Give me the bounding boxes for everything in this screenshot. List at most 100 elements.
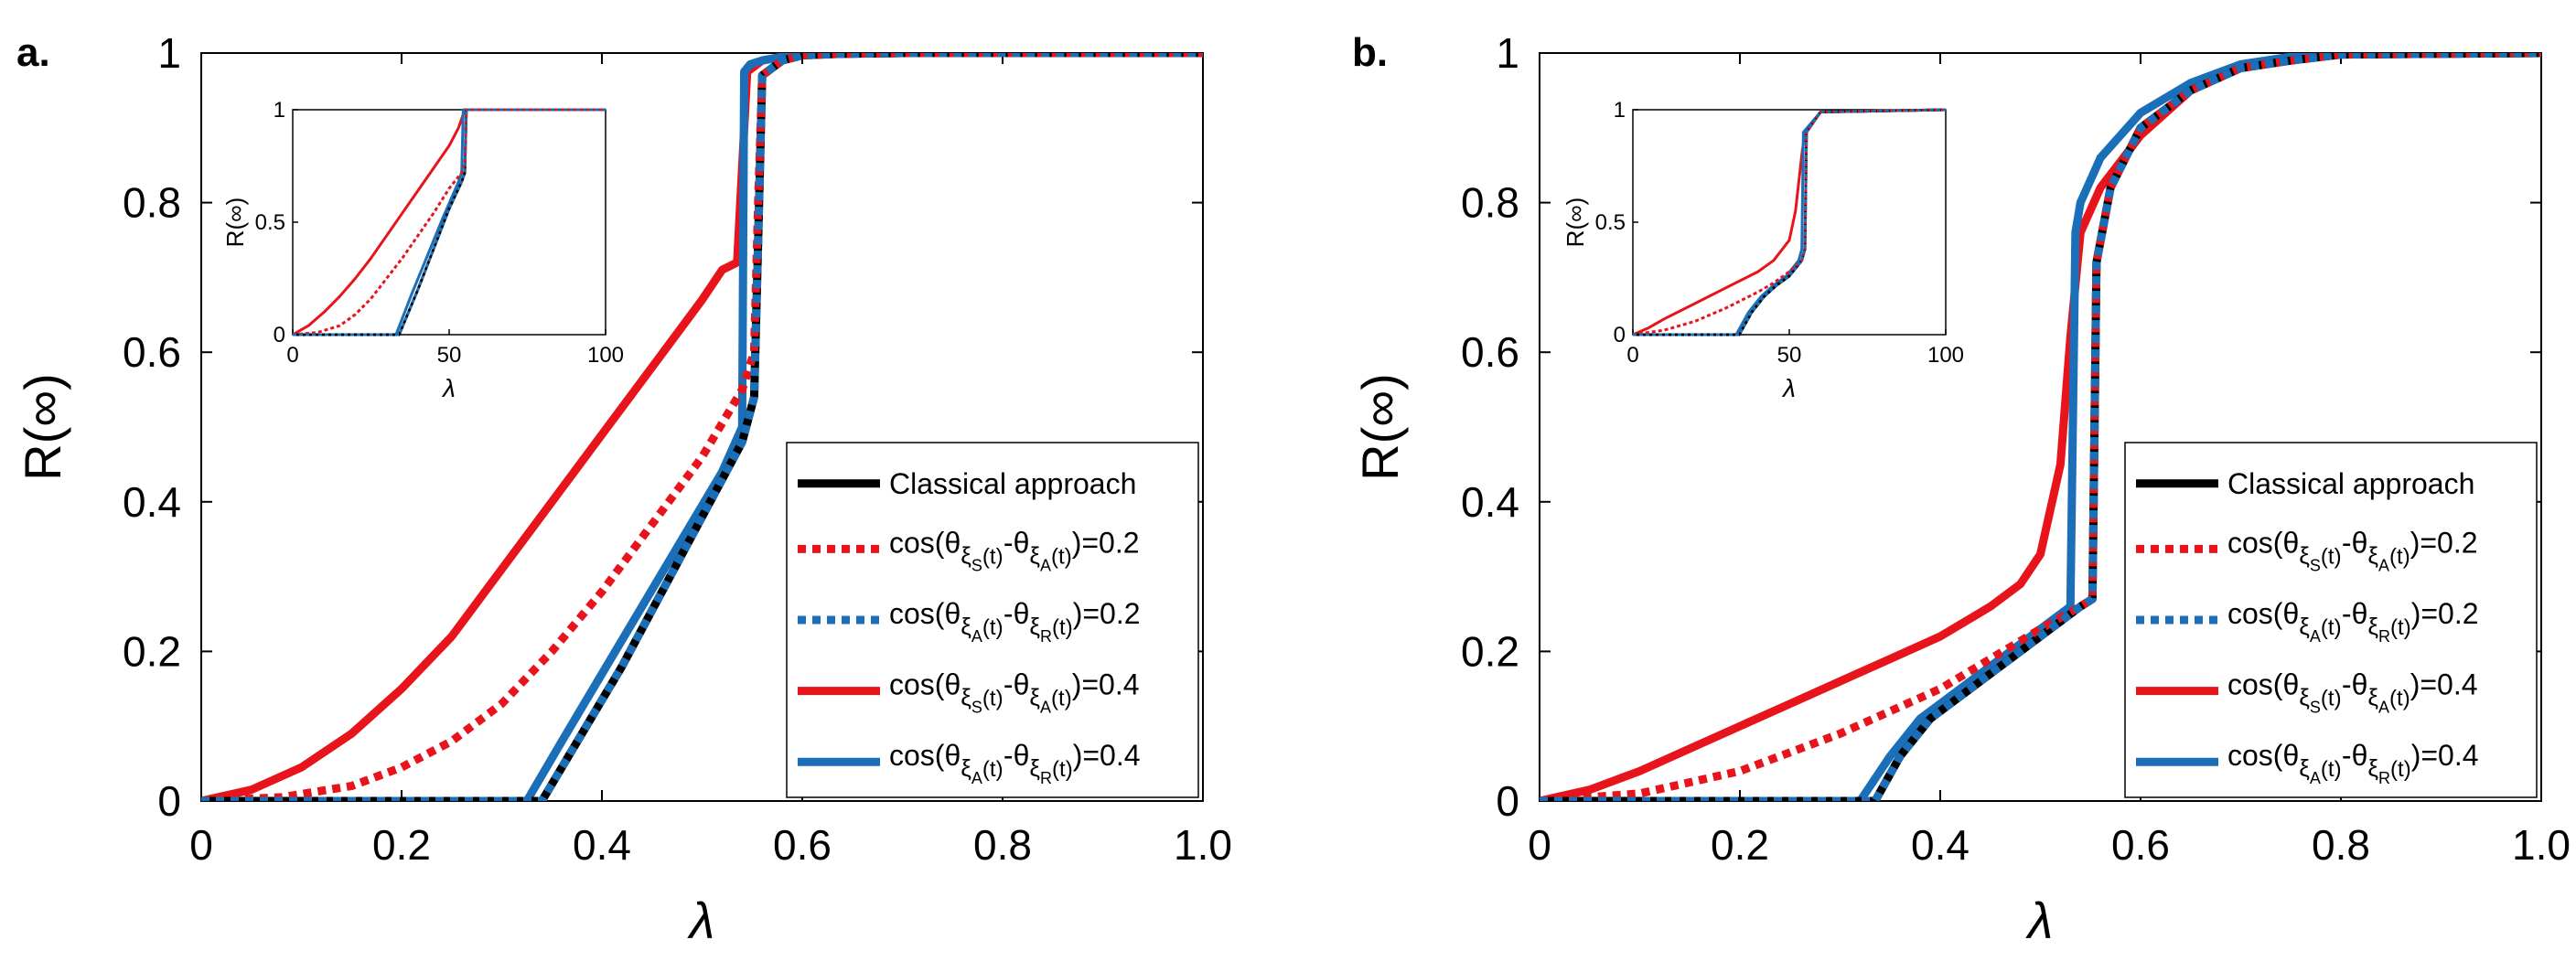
legend-value: =0.2	[2420, 526, 2477, 559]
legend-sub1: A	[2310, 769, 2321, 787]
legend-t: (t)	[1051, 544, 1072, 569]
x-tick-label: 0	[1528, 821, 1551, 869]
x-tick-label: 1.0	[2512, 821, 2571, 869]
legend-value: =0.4	[2420, 668, 2477, 701]
legend-sub2: R	[1040, 627, 1052, 646]
y-tick-label: 0	[1496, 777, 1519, 825]
legend-xi: ξ	[2299, 613, 2310, 640]
legend-entry: cos(θξS(t))-θξA(t))=0.2	[2227, 526, 2478, 574]
legend-xi: ξ	[2367, 613, 2378, 640]
legend-sub1: S	[971, 699, 982, 717]
inset-y-tick-label: 0	[274, 323, 285, 347]
legend-minus-theta: -θ	[1004, 739, 1029, 772]
legend-xi: ξ	[2299, 684, 2310, 711]
legend-xi: ξ	[1029, 754, 1040, 782]
legend-xi: ξ	[1029, 541, 1040, 569]
y-tick-label: 1	[1496, 29, 1519, 77]
y-tick-label: 0.6	[123, 328, 181, 376]
legend-t: (t)	[2389, 687, 2410, 711]
inset-x-tick-label: 0	[1626, 343, 1638, 368]
legend-close: )	[1073, 739, 1083, 772]
legend-value: =0.4	[2420, 739, 2478, 772]
legend-entry: Classical approach	[2227, 467, 2474, 500]
legend-sub2: R	[2378, 769, 2390, 787]
y-tick-label: 0.4	[123, 478, 181, 526]
legend-entry: cos(θξA(t))-θξR(t))=0.4	[889, 739, 1141, 787]
legend-close: )	[2411, 739, 2421, 772]
legend-prefix: cos(θ	[2227, 739, 2299, 772]
y-tick-label: 0.2	[123, 627, 181, 675]
x-tick-label: 0	[189, 821, 213, 869]
legend-prefix: Classical approach	[2227, 467, 2474, 500]
y-tick-label: 0	[157, 777, 181, 825]
legend-close: )	[1072, 526, 1082, 559]
legend-prefix: cos(θ	[889, 597, 961, 630]
inset-x-tick-label: 50	[437, 343, 462, 368]
legend-value: =0.2	[1081, 526, 1139, 559]
legend-prefix: cos(θ	[889, 739, 961, 772]
legend-prefix: cos(θ	[2227, 526, 2299, 559]
legend-close: )	[1072, 668, 1082, 701]
axes-box	[200, 52, 1204, 802]
inset-x-tick-label: 100	[1927, 343, 1964, 368]
inset-series-line-3	[292, 108, 606, 336]
legend-close: )	[1073, 597, 1083, 630]
inset-x-tick-label: 0	[286, 343, 298, 368]
legend-xi: ξ	[961, 684, 971, 711]
y-axis-label: R(∞)	[14, 373, 71, 481]
legend-sub1: A	[2310, 627, 2321, 646]
legend-t: (t)	[1051, 687, 1072, 711]
legend-xi: ξ	[2367, 541, 2378, 569]
y-axis-label: R(∞)	[1351, 373, 1409, 481]
legend-value: =0.2	[1082, 597, 1140, 630]
inset-x-tick-label: 50	[1777, 343, 1802, 368]
legend-box	[2124, 442, 2538, 798]
legend-entry: cos(θξS(t))-θξA(t))=0.4	[889, 668, 1140, 717]
series-group	[201, 53, 1203, 801]
legend-xi: ξ	[2299, 541, 2310, 569]
legend-minus-theta: -θ	[1004, 668, 1029, 701]
legend-value: =0.4	[1082, 739, 1140, 772]
legend-t: (t)	[2321, 615, 2342, 640]
legend-sub1: S	[2310, 699, 2321, 717]
legend-entry: cos(θξA(t))-θξR(t))=0.2	[2227, 597, 2479, 646]
legend-xi: ξ	[1029, 684, 1040, 711]
inset-axes-box	[1632, 109, 1947, 336]
x-tick-label: 0.4	[573, 821, 631, 869]
legend: Classical approachcos(θξS(t))-θξA(t))=0.…	[786, 442, 1199, 798]
x-tick-label: 0.8	[2312, 821, 2370, 869]
legend-t: (t)	[2389, 544, 2410, 569]
legend-sub2: A	[2378, 556, 2389, 574]
x-tick-label: 0.8	[973, 821, 1032, 869]
legend-t: (t)	[2321, 687, 2342, 711]
legend-value: =0.2	[2420, 597, 2478, 630]
legend-entry: cos(θξA(t))-θξR(t))=0.4	[2227, 739, 2479, 787]
legend-t: (t)	[982, 615, 1004, 640]
legend-sub1: A	[971, 627, 982, 646]
inset: 0 50 100 0 0.5 1 λ R(∞)	[1562, 98, 1964, 402]
inset: 0 50 100 0 0.5 1 λ R(∞)	[221, 98, 624, 402]
legend-t: (t)	[982, 757, 1004, 782]
x-tick-label: 0.2	[1711, 821, 1769, 869]
inset-y-axis-label: R(∞)	[1562, 198, 1589, 248]
legend-prefix: cos(θ	[889, 668, 961, 701]
inset-series-line-2	[1633, 108, 1947, 336]
legend-t: (t)	[1052, 615, 1073, 640]
legend-t: (t)	[2390, 757, 2411, 782]
inset-series-line-4	[293, 108, 606, 336]
x-axis-label: λ	[2025, 892, 2054, 949]
legend-sub2: A	[1040, 556, 1051, 574]
inset-series-line-1	[1632, 108, 1947, 336]
x-tick-label: 0.4	[1911, 821, 1970, 869]
legend-close: )	[2410, 526, 2420, 559]
legend-minus-theta: -θ	[1004, 526, 1029, 559]
x-tick-label: 1.0	[1174, 821, 1232, 869]
legend-t: (t)	[1052, 757, 1073, 782]
series-group	[1540, 53, 2541, 801]
legend-t: (t)	[2390, 615, 2411, 640]
inset-x-tick-label: 100	[587, 343, 624, 368]
inset-y-axis-label: R(∞)	[221, 198, 249, 248]
legend-sub2: R	[2378, 627, 2390, 646]
inset-x-axis-label: λ	[1781, 374, 1796, 402]
series-line-2	[201, 53, 1203, 801]
